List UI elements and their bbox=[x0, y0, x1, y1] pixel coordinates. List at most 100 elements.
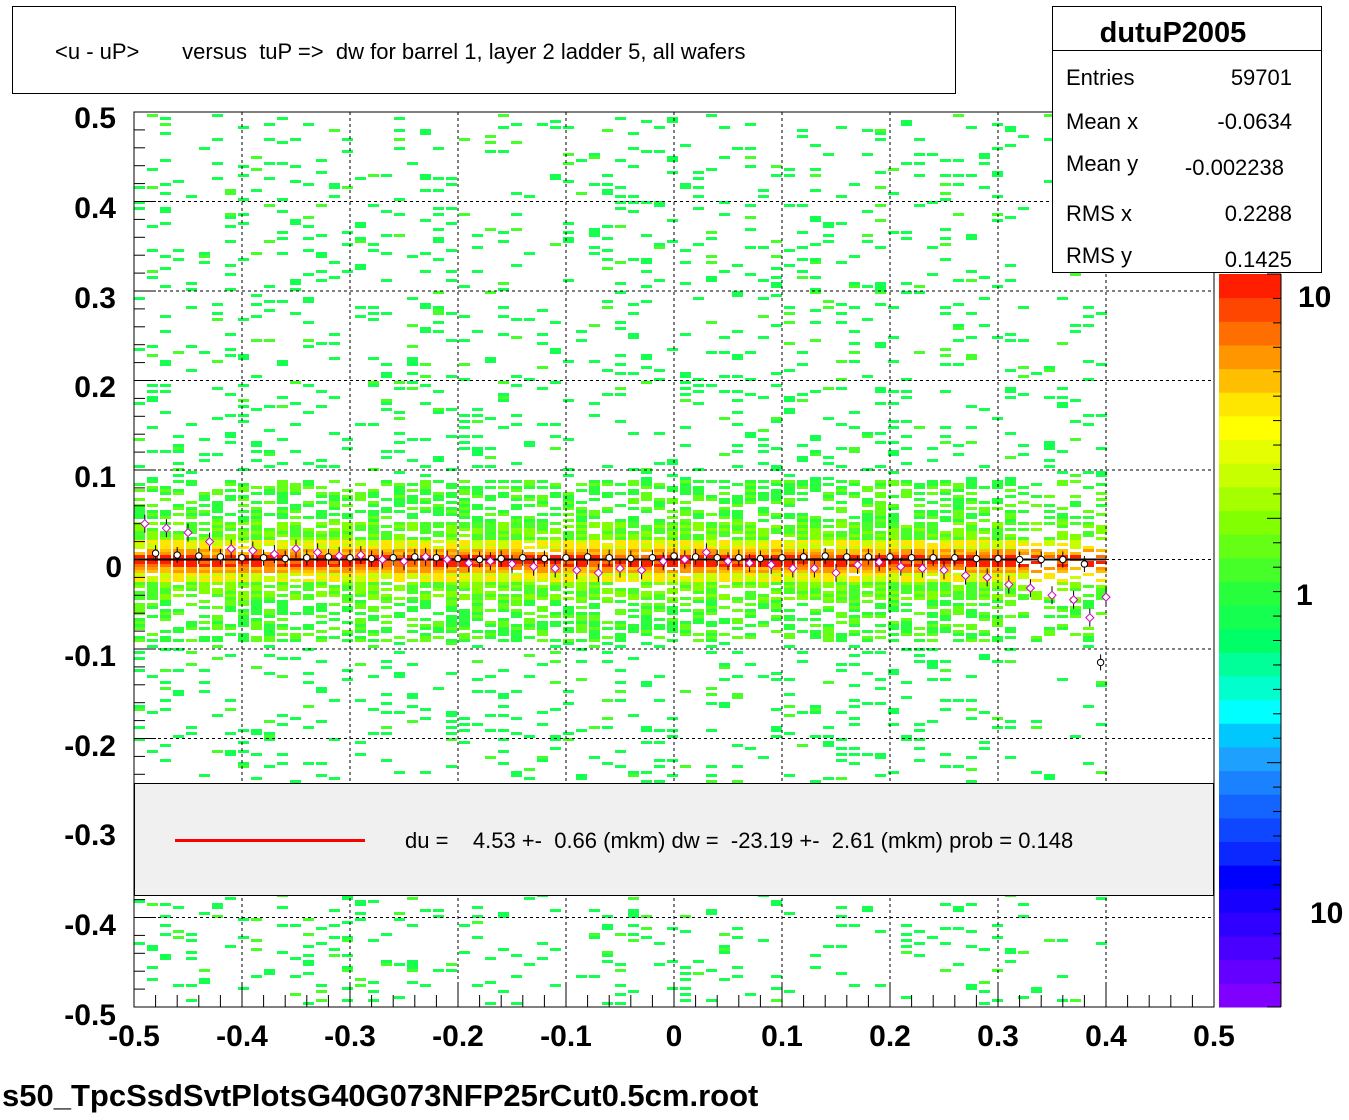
heatmap-cell bbox=[680, 999, 691, 1002]
heatmap-cell bbox=[771, 384, 782, 387]
heatmap-cell bbox=[563, 690, 574, 693]
heatmap-cell bbox=[251, 975, 262, 978]
heatmap-cell bbox=[758, 606, 769, 609]
heatmap-cell bbox=[797, 498, 808, 501]
heatmap-cell bbox=[836, 612, 847, 615]
heatmap-cell bbox=[264, 453, 275, 456]
heatmap-cell bbox=[355, 225, 366, 228]
heatmap-cell bbox=[212, 639, 223, 642]
profile-point-magenta bbox=[334, 551, 344, 561]
heatmap-cell bbox=[186, 621, 197, 624]
heatmap-cell bbox=[901, 120, 912, 123]
heatmap-cell bbox=[771, 465, 782, 468]
heatmap-cell bbox=[446, 492, 457, 495]
heatmap-cell bbox=[719, 570, 730, 573]
heatmap-cell bbox=[407, 981, 418, 984]
heatmap-cell bbox=[459, 528, 470, 531]
heatmap-cell bbox=[940, 546, 951, 549]
heatmap-cell bbox=[849, 411, 860, 414]
heatmap-cell bbox=[303, 573, 314, 576]
heatmap-cell bbox=[979, 156, 990, 159]
heatmap-cell bbox=[667, 474, 678, 477]
heatmap-cell bbox=[693, 591, 704, 594]
heatmap-cell bbox=[498, 534, 509, 537]
heatmap-cell bbox=[134, 552, 145, 555]
heatmap-cell bbox=[524, 444, 535, 447]
heatmap-cell bbox=[368, 594, 379, 597]
heatmap-cell bbox=[472, 609, 483, 612]
heatmap-cell bbox=[888, 168, 899, 171]
heatmap-cell bbox=[745, 147, 756, 150]
heatmap-cell bbox=[862, 672, 873, 675]
heatmap-cell bbox=[147, 450, 158, 453]
heatmap-cell bbox=[654, 549, 665, 552]
heatmap-cell bbox=[1005, 504, 1016, 507]
heatmap-cell bbox=[719, 126, 730, 129]
heatmap-cell bbox=[901, 609, 912, 612]
heatmap-cell bbox=[264, 123, 275, 126]
heatmap-cell bbox=[407, 591, 418, 594]
heatmap-cell bbox=[602, 573, 613, 576]
heatmap-cell bbox=[667, 606, 678, 609]
heatmap-cell bbox=[212, 312, 223, 315]
heatmap-cell bbox=[797, 393, 808, 396]
heatmap-cell bbox=[225, 750, 236, 753]
heatmap-cell bbox=[329, 588, 340, 591]
heatmap-cell bbox=[446, 486, 457, 489]
heatmap-cell bbox=[342, 936, 353, 939]
heatmap-cell bbox=[212, 516, 223, 519]
heatmap-cell bbox=[368, 516, 379, 519]
heatmap-cell bbox=[615, 528, 626, 531]
heatmap-cell bbox=[849, 579, 860, 582]
heatmap-cell bbox=[238, 579, 249, 582]
heatmap-cell bbox=[160, 267, 171, 270]
heatmap-cell bbox=[810, 588, 821, 591]
heatmap-cell bbox=[589, 414, 600, 417]
heatmap-cell bbox=[537, 342, 548, 345]
heatmap-cell bbox=[563, 612, 574, 615]
heatmap-cell bbox=[862, 549, 873, 552]
heatmap-cell bbox=[342, 969, 353, 972]
heatmap-cell bbox=[238, 603, 249, 606]
heatmap-cell bbox=[160, 612, 171, 615]
heatmap-cell bbox=[966, 588, 977, 591]
heatmap-cell bbox=[459, 633, 470, 636]
heatmap-cell bbox=[277, 753, 288, 756]
heatmap-cell bbox=[407, 696, 418, 699]
heatmap-cell bbox=[355, 570, 366, 573]
heatmap-cell bbox=[186, 624, 197, 627]
heatmap-cell bbox=[316, 576, 327, 579]
heatmap-cell bbox=[459, 540, 470, 543]
heatmap-cell bbox=[251, 588, 262, 591]
heatmap-cell bbox=[940, 492, 951, 495]
heatmap-cell bbox=[355, 639, 366, 642]
heatmap-cell bbox=[888, 561, 899, 564]
heatmap-cell bbox=[1044, 615, 1055, 618]
heatmap-cell bbox=[134, 669, 145, 672]
heatmap-cell bbox=[667, 729, 678, 732]
heatmap-cell bbox=[316, 927, 327, 930]
heatmap-cell bbox=[888, 573, 899, 576]
heatmap-cell bbox=[316, 660, 327, 663]
heatmap-cell bbox=[342, 528, 353, 531]
heatmap-cell bbox=[407, 561, 418, 564]
heatmap-cell bbox=[784, 543, 795, 546]
heatmap-cell bbox=[225, 699, 236, 702]
heatmap-cell bbox=[134, 900, 145, 903]
heatmap-cell bbox=[563, 615, 574, 618]
heatmap-cell bbox=[563, 237, 574, 240]
heatmap-cell bbox=[680, 570, 691, 573]
profile-point bbox=[1059, 555, 1067, 564]
heatmap-cell bbox=[290, 528, 301, 531]
heatmap-cell bbox=[368, 504, 379, 507]
heatmap-cell bbox=[485, 582, 496, 585]
heatmap-cell bbox=[303, 762, 314, 765]
heatmap-cell bbox=[784, 585, 795, 588]
heatmap-cell bbox=[537, 624, 548, 627]
heatmap-cell bbox=[615, 117, 626, 120]
heatmap-cell bbox=[524, 897, 535, 900]
heatmap-cell bbox=[485, 630, 496, 633]
heatmap-cell bbox=[394, 615, 405, 618]
heatmap-cell bbox=[303, 534, 314, 537]
heatmap-cell bbox=[368, 522, 379, 525]
